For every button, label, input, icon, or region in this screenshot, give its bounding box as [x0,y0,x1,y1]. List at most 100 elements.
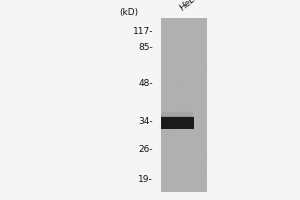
Bar [193,62,194,64]
Bar [184,169,186,171]
Bar [178,73,181,76]
Bar [206,67,207,68]
Bar [191,35,192,37]
Bar [196,38,199,41]
Bar [196,103,198,105]
Bar [180,180,182,182]
Bar [206,47,208,50]
Bar [161,115,193,116]
Bar [200,160,202,163]
Bar [174,108,175,110]
Bar [161,113,193,114]
Bar [161,116,193,117]
Bar [169,100,170,101]
Bar [203,23,204,24]
Bar [181,76,183,78]
Bar [183,171,185,174]
Bar [168,119,169,121]
Bar [174,190,175,192]
Bar [167,54,168,55]
Bar [176,86,178,89]
Bar [206,24,207,26]
Bar [195,80,198,83]
Bar [176,47,177,48]
Bar [161,93,163,95]
Bar [164,162,165,163]
Bar [180,85,182,88]
Bar [204,46,206,48]
Bar [182,171,183,173]
Bar [197,140,198,141]
Bar [191,170,193,173]
Bar [206,168,207,170]
Bar [166,87,167,89]
Bar [203,166,205,169]
Bar [172,130,174,133]
Bar [175,45,176,47]
Bar [192,148,193,149]
Bar [192,181,194,183]
Bar [167,136,169,138]
Bar [196,139,198,141]
Bar [196,35,197,37]
Bar [180,94,181,95]
Bar [206,43,207,44]
Bar [182,142,183,144]
Bar [199,31,201,34]
Bar [179,28,181,31]
Bar [199,118,201,120]
Bar [191,64,192,66]
Bar [204,112,205,113]
Bar [198,135,199,137]
Bar [185,183,186,184]
Bar [207,172,208,174]
Bar [173,141,176,144]
Bar [164,68,165,70]
Bar [200,38,202,41]
Bar [178,44,180,47]
Bar [203,21,204,22]
Bar [183,31,184,33]
Bar [171,59,172,61]
Bar [182,124,184,126]
Bar [189,88,190,91]
Bar [204,172,207,175]
Bar [186,184,188,186]
Bar [185,175,186,176]
Bar [186,107,188,110]
Bar [197,79,199,81]
Bar [201,32,203,34]
Bar [194,52,195,53]
Bar [169,172,171,175]
Bar [162,93,164,95]
Bar [173,179,174,180]
Bar [171,143,172,144]
Bar [166,92,167,94]
Bar [185,102,186,103]
Bar [195,146,196,148]
Bar [163,47,164,48]
Bar [165,183,167,186]
Bar [160,18,207,192]
Bar [207,101,208,102]
Bar [187,116,188,117]
Bar [161,112,193,113]
Bar [171,148,172,150]
Bar [203,67,205,70]
Bar [171,162,172,163]
Bar [174,168,176,170]
Bar [204,88,205,89]
Bar [161,116,193,117]
Bar [199,149,200,151]
Bar [184,53,185,54]
Bar [205,182,207,184]
Bar [193,90,194,92]
Bar [184,25,186,27]
Bar [203,145,204,146]
Bar [188,126,190,128]
Bar [192,68,194,71]
Bar [182,112,184,115]
Bar [184,81,185,82]
Bar [167,147,168,149]
Bar [184,59,185,60]
